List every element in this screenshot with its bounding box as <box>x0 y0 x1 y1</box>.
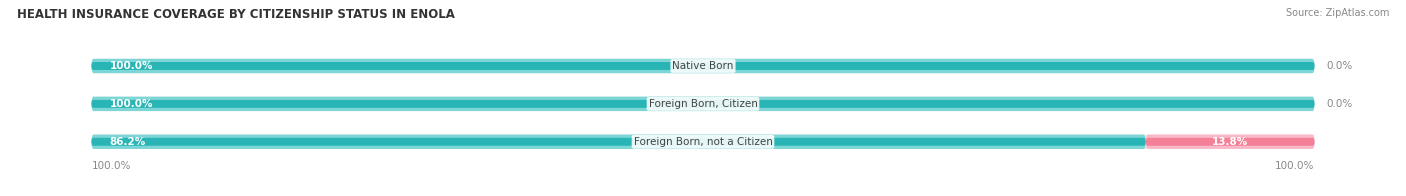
FancyBboxPatch shape <box>1146 138 1315 146</box>
FancyBboxPatch shape <box>91 97 1315 111</box>
Text: 100.0%: 100.0% <box>110 61 153 71</box>
FancyBboxPatch shape <box>91 62 1315 70</box>
Text: 0.0%: 0.0% <box>1327 61 1353 71</box>
FancyBboxPatch shape <box>1146 135 1315 149</box>
FancyBboxPatch shape <box>91 97 1315 111</box>
Text: Foreign Born, not a Citizen: Foreign Born, not a Citizen <box>634 137 772 147</box>
FancyBboxPatch shape <box>91 59 1315 73</box>
FancyBboxPatch shape <box>91 100 1315 108</box>
FancyBboxPatch shape <box>91 59 1315 73</box>
Text: 86.2%: 86.2% <box>110 137 146 147</box>
Text: 0.0%: 0.0% <box>1327 99 1353 109</box>
FancyBboxPatch shape <box>91 135 1146 149</box>
Text: Source: ZipAtlas.com: Source: ZipAtlas.com <box>1285 8 1389 18</box>
FancyBboxPatch shape <box>91 135 1315 149</box>
FancyBboxPatch shape <box>91 138 1146 146</box>
Text: 100.0%: 100.0% <box>110 99 153 109</box>
Text: Foreign Born, Citizen: Foreign Born, Citizen <box>648 99 758 109</box>
Text: 100.0%: 100.0% <box>1275 161 1315 171</box>
Text: 13.8%: 13.8% <box>1212 137 1249 147</box>
Text: HEALTH INSURANCE COVERAGE BY CITIZENSHIP STATUS IN ENOLA: HEALTH INSURANCE COVERAGE BY CITIZENSHIP… <box>17 8 454 21</box>
Text: Native Born: Native Born <box>672 61 734 71</box>
Text: 100.0%: 100.0% <box>91 161 131 171</box>
